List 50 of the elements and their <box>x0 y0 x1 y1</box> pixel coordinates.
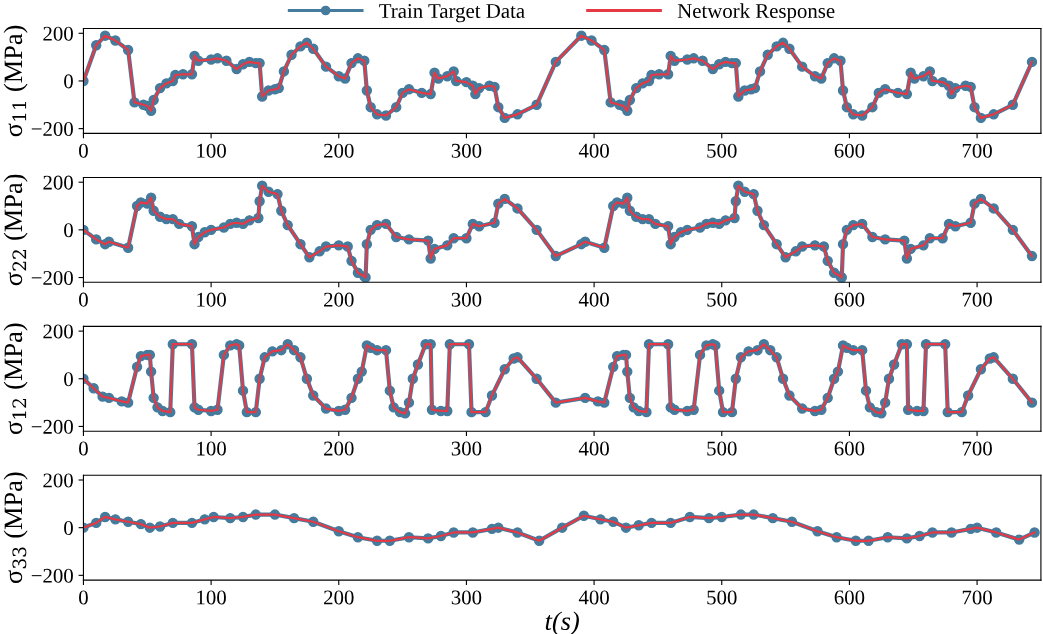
y-tick-label: 200 <box>43 175 73 190</box>
y-axis-title: σ$_{12}$ (MPa) <box>3 323 28 435</box>
y-axis-title: σ$_{33}$ (MPa) <box>3 472 28 584</box>
x-tick-label: 200 <box>324 441 354 456</box>
x-tick-label: 100 <box>197 292 226 307</box>
y-axis-title: σ$_{11}$ (MPa) <box>3 25 28 137</box>
y-tick-label: −200 <box>31 419 73 434</box>
y-tick-label: 200 <box>43 324 73 339</box>
x-tick-label: 300 <box>451 590 482 605</box>
x-tick-label: 500 <box>707 590 737 605</box>
y-tick-label: 200 <box>43 473 73 488</box>
x-tick-label: 600 <box>834 143 865 158</box>
x-tick-label: 700 <box>962 590 992 605</box>
legend-label: Train Target Data <box>379 4 525 23</box>
x-tick-label: 100 <box>197 143 226 158</box>
x-tick-label: 400 <box>578 441 609 456</box>
x-tick-label: 600 <box>834 441 865 456</box>
x-tick-label: 500 <box>707 441 737 456</box>
x-tick-label: 100 <box>197 441 226 456</box>
x-tick-label: 300 <box>451 143 482 158</box>
y-tick-label: 0 <box>64 223 73 238</box>
x-tick-label: 100 <box>197 590 226 605</box>
legend-label: Network Response <box>677 3 835 23</box>
y-tick-label: −200 <box>31 568 73 583</box>
x-tick-label: 500 <box>707 292 737 307</box>
x-tick-label: 300 <box>451 441 482 456</box>
x-tick-label: 700 <box>962 143 992 158</box>
x-tick-label: 200 <box>324 590 354 605</box>
x-tick-label: 0 <box>79 441 88 456</box>
y-tick-label: 0 <box>64 521 73 536</box>
x-tick-label: 400 <box>578 590 609 605</box>
y-tick-label: −200 <box>31 270 73 285</box>
x-tick-label: 0 <box>79 143 88 158</box>
x-tick-label: 0 <box>79 590 88 605</box>
y-tick-label: 0 <box>64 372 73 387</box>
x-tick-label: 200 <box>324 143 354 158</box>
x-tick-label: 0 <box>79 292 88 307</box>
x-tick-label: 400 <box>578 143 609 158</box>
y-tick-label: 200 <box>43 26 73 41</box>
x-tick-label: 200 <box>324 292 354 307</box>
x-tick-label: 700 <box>962 441 992 456</box>
y-tick-label: −200 <box>31 122 73 137</box>
x-tick-label: 500 <box>707 143 737 158</box>
x-tick-label: 700 <box>962 292 992 307</box>
x-tick-label: 600 <box>834 590 865 605</box>
x-tick-label: 600 <box>834 292 865 307</box>
x-tick-label: 400 <box>578 292 609 307</box>
x-tick-label: 300 <box>451 292 482 307</box>
y-tick-label: 0 <box>64 74 73 89</box>
y-axis-title: σ$_{22}$ (MPa) <box>3 174 28 286</box>
